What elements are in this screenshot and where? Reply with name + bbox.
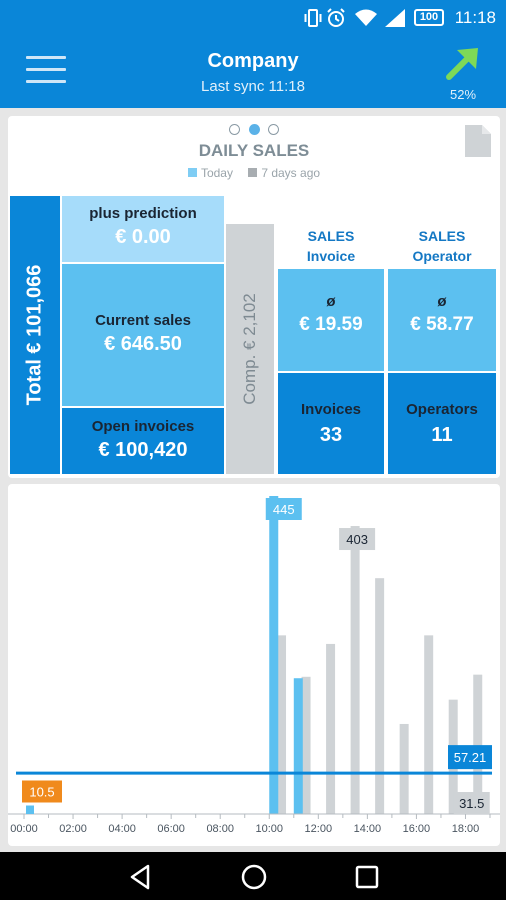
header-line: Invoice xyxy=(306,248,356,264)
annotation-label: 403 xyxy=(346,532,368,547)
invoices-count-tile: Invoices 33 xyxy=(278,373,384,474)
sales-operator-header: SALES Operator xyxy=(388,226,496,266)
header-line: SALES xyxy=(307,228,355,244)
x-tick-label: 16:00 xyxy=(403,823,431,835)
back-icon[interactable] xyxy=(126,862,156,892)
annotation-box-today xyxy=(265,498,302,520)
legend-label: Today xyxy=(200,166,233,180)
menu-icon-line xyxy=(26,68,66,71)
app-bar: Company Last sync 11:18 52% xyxy=(0,36,506,108)
sales-invoice-header: SALES Invoice xyxy=(278,226,384,266)
reference-line-label: 57.21 xyxy=(454,750,487,765)
trend-percent: 52% xyxy=(449,87,477,102)
x-tick-label: 06:00 xyxy=(157,823,185,835)
open-invoices-value: € 100,420 xyxy=(98,439,188,461)
trend-indicator[interactable]: 52% xyxy=(440,46,486,102)
x-tick-label: 18:00 xyxy=(452,823,480,835)
alarm-icon xyxy=(327,8,345,27)
annotation-box-previous xyxy=(339,528,376,551)
document-icon[interactable] xyxy=(464,124,492,158)
legend-swatch xyxy=(187,168,197,177)
comparison-tile: Comp. € 2,102 xyxy=(226,224,274,474)
current-sales-tile: Current sales € 646.50 xyxy=(62,264,224,406)
bar-7-days-ago xyxy=(399,723,409,814)
bar-today xyxy=(293,678,303,814)
bar-7-days-ago xyxy=(424,635,434,814)
current-sales-label: Current sales xyxy=(95,312,191,329)
battery-indicator: 100 xyxy=(414,9,444,26)
current-sales-value: € 646.50 xyxy=(104,333,182,355)
last-sync-text: Last sync 11:18 xyxy=(201,78,305,95)
vibrate-icon xyxy=(304,9,322,27)
pager-indicator xyxy=(8,122,500,140)
average-label: ø xyxy=(437,293,447,310)
hourly-sales-chart-card: 00:00 02:00 04:00 06:00 08:00 10:00 12:00 14:00… xyxy=(8,484,500,846)
header-line: SALES xyxy=(418,228,466,244)
x-tick-label: 02:00 xyxy=(59,823,87,835)
status-time: 11:18 xyxy=(454,8,496,27)
operators-count-tile: Operators 11 xyxy=(388,373,496,474)
bar-7-days-ago xyxy=(375,578,385,814)
legend-item-today: Today xyxy=(187,166,236,180)
legend-swatch xyxy=(248,168,258,177)
home-icon[interactable] xyxy=(239,862,269,892)
header-line: Operator xyxy=(412,248,472,264)
legend-item-7-days-ago: 7 days ago xyxy=(248,166,320,180)
bar-today xyxy=(269,496,279,814)
annotation-box-previous xyxy=(453,792,490,814)
menu-icon-line xyxy=(26,56,66,59)
open-invoices-tile: Open invoices € 100,420 xyxy=(62,408,224,474)
wifi-icon xyxy=(355,9,377,26)
page-dot-1[interactable] xyxy=(229,124,241,135)
reference-label-box xyxy=(448,745,492,770)
bar-7-days-ago xyxy=(301,676,311,814)
annotation-label: 31.5 xyxy=(459,796,484,811)
x-tick-label: 12:00 xyxy=(305,823,333,835)
bar-today xyxy=(26,805,34,814)
min-marker-box xyxy=(22,780,62,803)
trend-up-arrow-icon xyxy=(446,48,478,80)
bar-7-days-ago xyxy=(277,635,287,814)
average-invoice-value: € 19.59 xyxy=(299,314,363,335)
comparison-value: Comp. € 2,102 xyxy=(240,293,259,405)
bar-7-days-ago xyxy=(326,643,336,814)
app-title: Company xyxy=(207,50,299,72)
open-invoices-label: Open invoices xyxy=(91,418,195,435)
min-marker-label: 10.5 xyxy=(29,784,54,799)
menu-icon-line xyxy=(26,80,66,83)
operators-value: 11 xyxy=(431,424,453,446)
prediction-label: plus prediction xyxy=(89,205,197,222)
x-tick-label: 08:00 xyxy=(206,823,234,835)
status-bar: 100 11:18 xyxy=(0,0,506,36)
signal-icon xyxy=(385,9,405,27)
legend: Today 7 days ago xyxy=(8,166,500,180)
total-value: Total € 101,066 xyxy=(23,264,46,406)
recent-apps-icon[interactable] xyxy=(352,862,382,892)
bar-7-days-ago xyxy=(473,674,483,814)
x-tick-label: 10:00 xyxy=(255,823,283,835)
annotation-label: 445 xyxy=(273,502,295,517)
daily-sales-card: DAILY SALES Today 7 days ago Total € 101… xyxy=(8,116,500,478)
navigation-bar xyxy=(0,852,506,900)
operators-label: Operators xyxy=(406,401,478,418)
prediction-tile: plus prediction € 0.00 xyxy=(62,196,224,262)
page-dot-3[interactable] xyxy=(267,124,279,135)
legend-label: 7 days ago xyxy=(261,166,321,180)
hourly-sales-chart[interactable]: 00:00 02:00 04:00 06:00 08:00 10:00 12:00 14:00… xyxy=(8,484,500,846)
section-title: DAILY SALES xyxy=(198,141,310,160)
x-tick-label: 04:00 xyxy=(108,823,136,835)
prediction-value: € 0.00 xyxy=(115,226,171,248)
average-invoice-tile: ø € 19.59 xyxy=(278,269,384,371)
average-operator-tile: ø € 58.77 xyxy=(388,269,496,371)
invoices-label: Invoices xyxy=(300,401,362,418)
bar-7-days-ago xyxy=(350,526,360,814)
x-tick-label: 00:00 xyxy=(10,823,38,835)
page-dot-2[interactable] xyxy=(248,124,260,135)
x-tick-label: 14:00 xyxy=(354,823,382,835)
average-label: ø xyxy=(326,293,336,310)
menu-button[interactable] xyxy=(26,56,66,88)
average-operator-value: € 58.77 xyxy=(410,314,474,335)
invoices-value: 33 xyxy=(319,424,343,446)
total-tile: Total € 101,066 xyxy=(10,196,60,474)
